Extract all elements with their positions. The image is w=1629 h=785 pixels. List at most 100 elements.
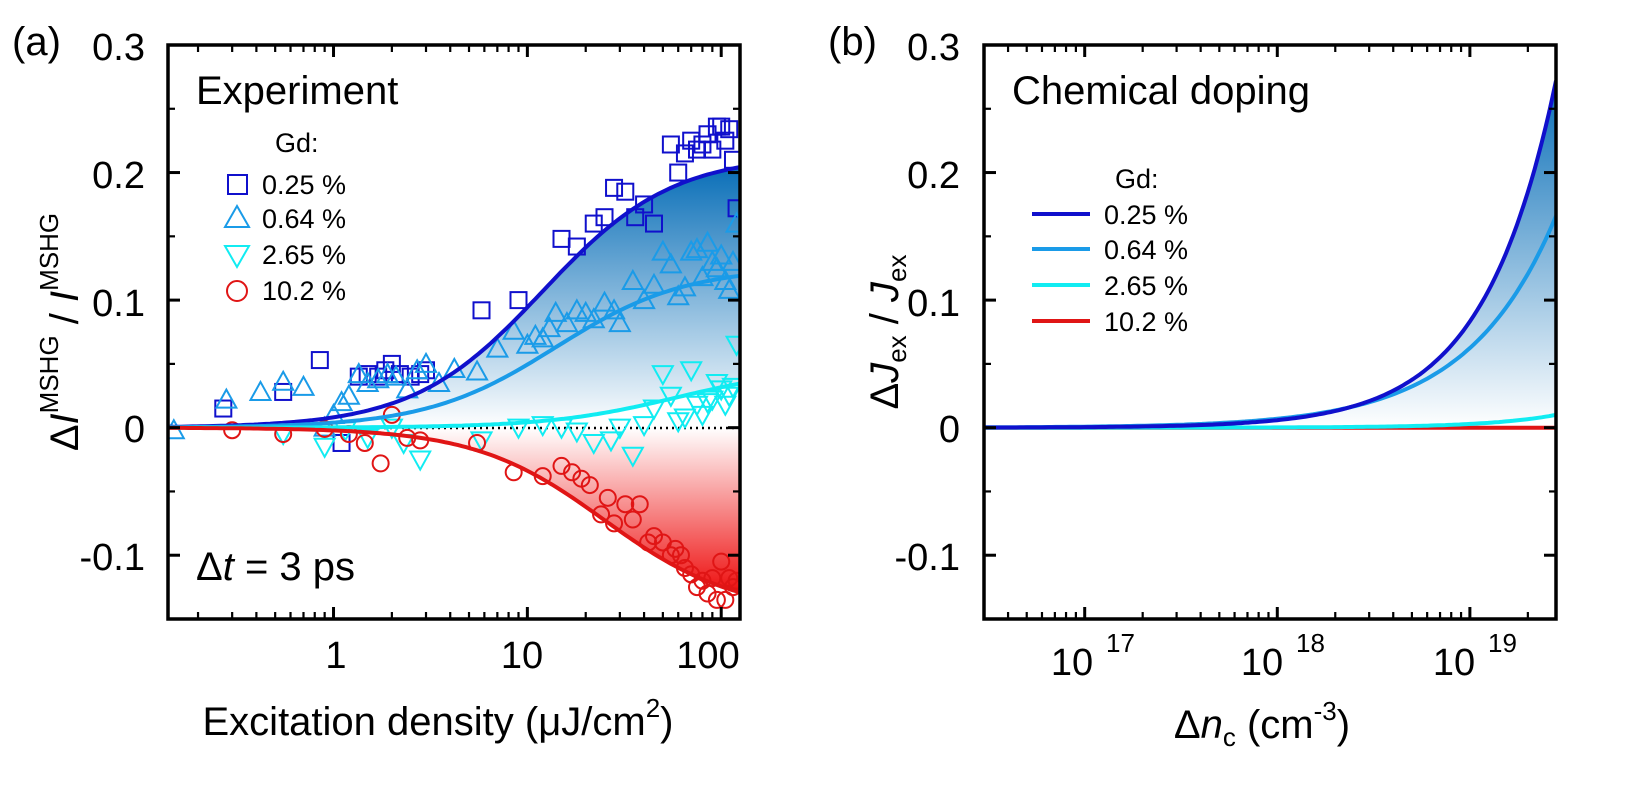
triangle-down-data-point (531, 416, 555, 438)
panel-b-ytick-label: 0.1 (907, 283, 960, 325)
triangle-up-data-point (642, 272, 666, 294)
circle-data-point (563, 463, 582, 482)
fit-line (168, 425, 740, 595)
panel-b-ytick-label: 0 (939, 409, 960, 451)
panel-a-ytick-label: 0.2 (92, 155, 145, 197)
triangle-down-data-point (724, 335, 740, 357)
triangle-up-data-point (651, 239, 675, 261)
triangle-down-data-point (685, 395, 709, 417)
square-data-point (644, 214, 663, 233)
triangle-up-data-point (531, 326, 555, 348)
panel-a-fit-lines (168, 165, 740, 595)
circle-data-point (630, 495, 649, 514)
triangle-up-data-point (384, 364, 408, 386)
panel-a-ytick-label: 0.3 (92, 27, 145, 69)
triangle-down-data-point (408, 450, 432, 472)
panel-a: (a) 0.3 0.2 0.1 0 -0.1 1 10 100 Excitati… (12, 20, 742, 744)
square-data-point (693, 135, 712, 154)
circle-data-point (671, 546, 690, 565)
triangle-up-data-point (329, 390, 354, 412)
triangle-up-data-point (271, 369, 295, 391)
triangle-up-data-point (414, 351, 438, 373)
triangle-down-data-point (621, 446, 645, 468)
triangle-up-data-point (291, 374, 316, 396)
square-data-point (635, 195, 654, 214)
triangle-up-data-point (214, 387, 239, 409)
triangle-down-data-point (717, 386, 740, 408)
circle-data-point (720, 569, 739, 588)
panel-b-xlabel: Δnc (cm-3) (1174, 696, 1350, 752)
panel-b-label: (b) (828, 20, 877, 64)
svg-text:10: 10 (1051, 642, 1093, 684)
triangle-up-data-point (724, 211, 740, 233)
triangle-up-data-point (248, 379, 273, 401)
panel-a-xlabel: Excitation density (μJ/cm2) (203, 693, 674, 744)
panel-a-ytick-label: -0.1 (80, 537, 145, 579)
series-line (984, 80, 1556, 430)
triangle-up-data-point (608, 311, 632, 333)
triangle-up-data-point (679, 239, 703, 261)
square-data-point (616, 182, 635, 201)
circle-data-point (598, 488, 617, 507)
triangle-down-data-point (506, 418, 531, 440)
triangle-up-data-point (709, 243, 733, 265)
panel-b-ytick-label: 0.3 (907, 27, 960, 69)
legend-triangle-down-marker (223, 245, 251, 270)
panel-a-xtick-label: 1 (325, 635, 346, 677)
panel-b-frame (982, 43, 1558, 621)
triangle-down-data-point (642, 399, 666, 421)
legend-square-marker (227, 174, 248, 195)
triangle-down-data-point (673, 408, 697, 430)
square-data-point (595, 208, 614, 227)
triangle-down-data-point (565, 422, 589, 444)
panel-b-ytick-label: -0.1 (895, 537, 960, 579)
circle-data-point (616, 495, 635, 514)
panel-a-legend-label: 2.65 % (262, 240, 346, 270)
triangle-up-data-point (717, 277, 740, 299)
triangle-down-data-point (312, 437, 337, 459)
panel-a-ticks (168, 43, 740, 621)
triangle-up-data-point (721, 249, 740, 271)
triangle-up-data-point (685, 237, 709, 259)
circle-data-point (580, 476, 599, 495)
panel-a-ytick-label: 0.1 (92, 283, 145, 325)
circle-data-point (707, 590, 726, 609)
square-data-point (605, 178, 624, 197)
triangle-up-data-point (543, 300, 568, 322)
panel-a-blue-fill (168, 167, 740, 428)
panel-b-ticks (982, 43, 1556, 621)
panel-b-legend-label: 10.2 % (1104, 307, 1188, 337)
square-data-point (720, 120, 739, 139)
panel-b-legend: Gd: 0.25 % 0.64 % 2.65 % 10.2 % (1032, 164, 1188, 337)
square-data-point (310, 351, 329, 370)
square-data-point (274, 382, 293, 401)
square-data-point (675, 144, 694, 163)
panel-a-title: Experiment (196, 69, 398, 113)
panel-a-legend-label: 10.2 % (262, 276, 346, 306)
panel-b-legend-label: 2.65 % (1104, 271, 1188, 301)
triangle-up-data-point (582, 307, 606, 329)
svg-text:17: 17 (1106, 628, 1135, 658)
svg-text:19: 19 (1488, 628, 1517, 658)
triangle-down-data-point (632, 416, 656, 438)
panel-b-ytick-label: 0.2 (907, 155, 960, 197)
triangle-up-data-point (621, 268, 645, 290)
panel-b-ylabel: ΔJex / Jex (863, 255, 912, 410)
circle-data-point (666, 539, 685, 558)
square-data-point (669, 163, 688, 182)
panel-a-ylabel: ΔIMSHG / IMSHG (34, 213, 87, 451)
panel-a-ytick-label: 0 (124, 409, 145, 451)
triangle-up-data-point (695, 230, 720, 252)
triangle-up-data-point (366, 367, 390, 389)
circle-data-point (644, 527, 663, 546)
panel-a-label: (a) (12, 20, 61, 64)
triangle-up-data-point (485, 336, 510, 358)
triangle-up-data-point (347, 362, 371, 384)
circle-data-point (355, 433, 374, 452)
panel-b-blue-fill (984, 80, 1556, 428)
triangle-down-data-point (582, 433, 606, 456)
triangle-up-data-point (705, 256, 729, 278)
svg-text:10: 10 (1241, 642, 1283, 684)
square-data-point (716, 131, 735, 150)
triangle-down-data-point (690, 405, 715, 427)
